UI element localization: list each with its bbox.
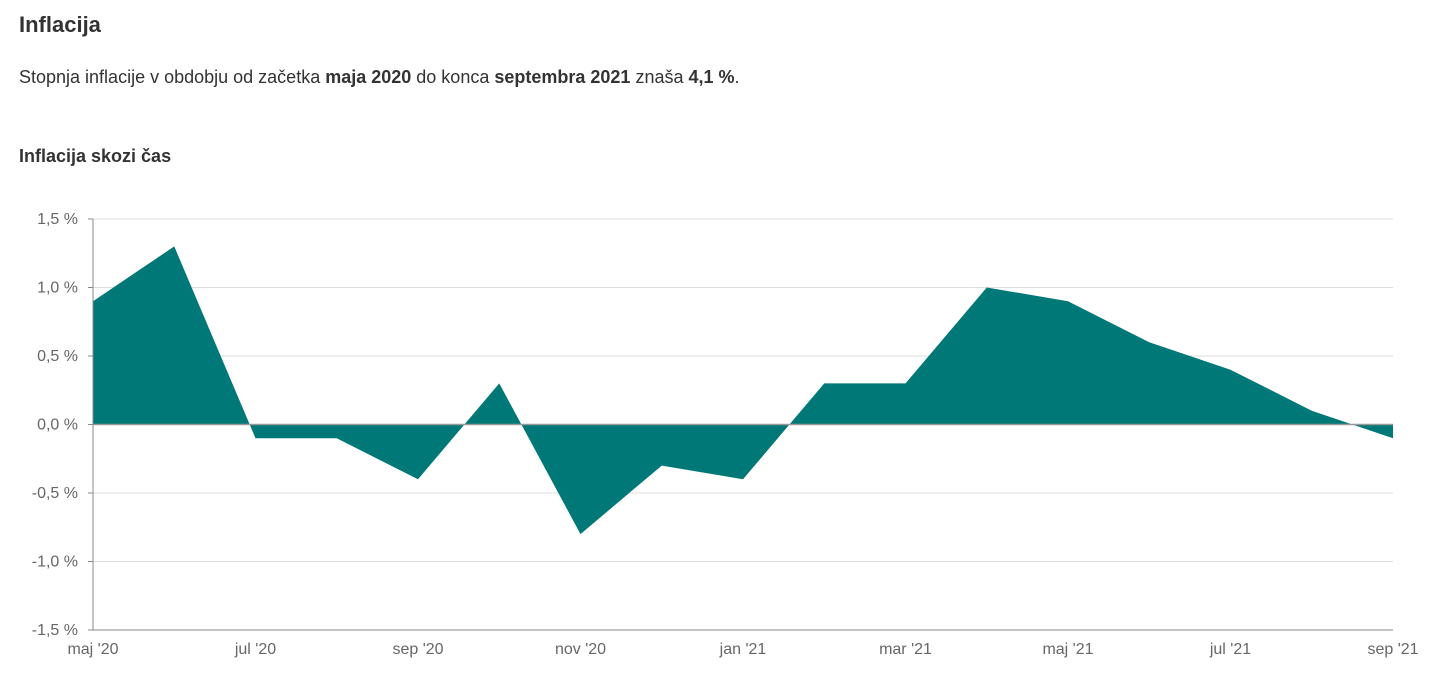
x-tick-label: maj '20 [67, 641, 118, 658]
inflation-summary: Stopnja inflacije v obdobju od začetka m… [19, 67, 740, 88]
x-tick-label: mar '21 [879, 641, 932, 658]
x-tick-label: sep '20 [392, 641, 443, 658]
summary-inflation-value: 4,1 % [688, 67, 735, 87]
page-title: Inflacija [19, 12, 101, 37]
summary-end-period: septembra 2021 [494, 67, 631, 87]
area-fill [93, 246, 1393, 535]
area-series [93, 246, 1393, 535]
tick-labels: 1,5 % 1,0 % 0,5 % 0,0 % -0,5 % -1,0 % -1,5 % ma… [32, 211, 1419, 658]
chart-title: Inflacija skozi čas [19, 146, 172, 166]
y-tick-label: -1,0 % [32, 554, 78, 571]
y-tick-label: -1,5 % [32, 622, 78, 639]
y-tick-label: 1,5 % [37, 211, 78, 228]
summary-text-2: do konca [411, 67, 495, 87]
y-tick-label: 0,0 % [37, 417, 78, 434]
axes [88, 218, 1393, 631]
y-tick-label: 1,0 % [37, 280, 78, 297]
x-tick-label: maj '21 [1042, 641, 1093, 658]
x-tick-label: nov '20 [555, 641, 606, 658]
summary-text-1: Stopnja inflacije v obdobju od začetka [19, 67, 326, 87]
x-tick-label: sep '21 [1367, 641, 1418, 658]
summary-start-period: maja 2020 [325, 67, 412, 87]
summary-text-3: znaša [630, 67, 689, 87]
x-tick-label: jan '21 [719, 641, 767, 658]
y-tick-label: -0,5 % [32, 485, 78, 502]
y-tick-label: 0,5 % [37, 348, 78, 365]
x-tick-label: jul '21 [1209, 641, 1251, 658]
summary-text-4: . [734, 67, 740, 87]
x-tick-label: jul '20 [234, 641, 276, 658]
